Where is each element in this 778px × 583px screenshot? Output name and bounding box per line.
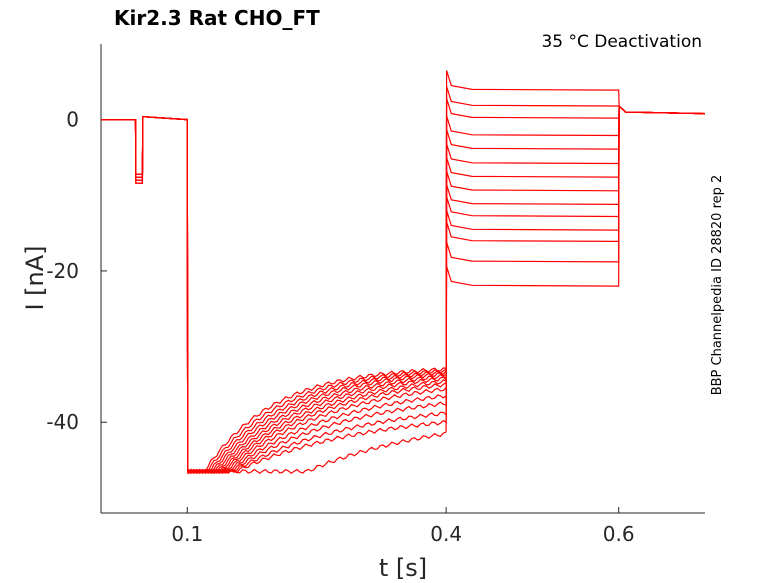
- traces: [101, 70, 706, 475]
- x-axis-label: t [s]: [379, 554, 427, 582]
- x-tick-label: 0.1: [171, 522, 203, 546]
- y-tick-label: -20: [46, 259, 79, 283]
- current-trace: [101, 104, 706, 474]
- x-tick-label: 0.4: [430, 522, 462, 546]
- y-tick-label: 0: [66, 108, 79, 132]
- current-trace: [101, 104, 706, 475]
- current-trace: [101, 70, 706, 474]
- chart-annotation: 35 °C Deactivation: [541, 32, 702, 52]
- current-trace: [101, 104, 706, 475]
- current-trace: [101, 104, 706, 475]
- ticks: 0.1 0.4 0.6 0 -20 -40: [46, 108, 634, 546]
- current-trace: [101, 104, 706, 475]
- axes: [100, 44, 705, 514]
- y-tick-label: -40: [46, 410, 79, 434]
- side-label: BBP Channelpedia ID 28820 rep 2: [710, 175, 725, 396]
- current-trace: [101, 104, 706, 475]
- x-tick-label: 0.6: [603, 522, 635, 546]
- current-trace: [101, 104, 706, 475]
- current-trace: [101, 104, 706, 474]
- current-trace: [101, 98, 706, 475]
- current-trace: [101, 104, 706, 475]
- chart-title: Kir2.3 Rat CHO_FT: [114, 6, 320, 30]
- current-trace: [101, 104, 706, 475]
- current-trace: [101, 86, 706, 475]
- y-axis-label: I [nA]: [21, 245, 49, 310]
- current-trace: [101, 104, 706, 474]
